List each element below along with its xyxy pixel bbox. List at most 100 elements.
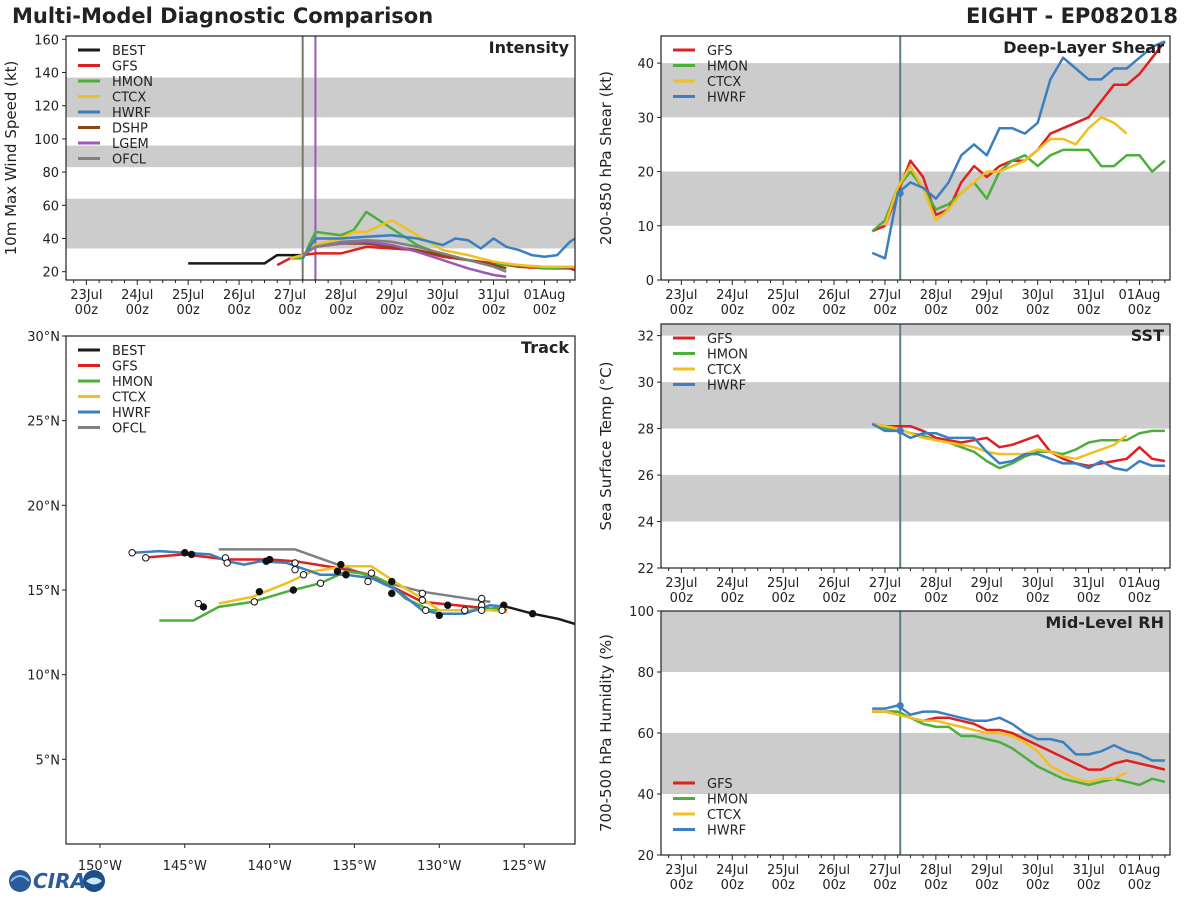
legend-label-ofcl: OFCL — [112, 422, 147, 437]
sst-x-tick-label: 27Jul 00z — [869, 576, 901, 606]
shear-panel-title: Deep-Layer Shear — [1003, 38, 1164, 57]
sst-series-hwrf — [871, 422, 1165, 472]
shear-x-tick-label: 27Jul 00z — [869, 288, 901, 318]
shear-x-tick-label: 23Jul 00z — [665, 288, 697, 318]
shear-y-tick-label: 40 — [637, 57, 654, 72]
shear-plot-area — [661, 36, 1170, 280]
intensity-x-tick-label: 31Jul 00z — [477, 288, 509, 318]
track-lat-label: 20°N — [27, 499, 60, 514]
track-position-marker — [316, 579, 325, 587]
shear-y-axis-label: 200-850 hPa Shear (kt) — [597, 71, 615, 245]
sst-x-tick-label: 28Jul 00z — [920, 576, 952, 606]
intensity-x-tick-label: 29Jul 00z — [376, 288, 408, 318]
sst-tau0-marker — [896, 427, 904, 435]
track-panel-title: Track — [521, 338, 569, 357]
intensity-y-tick-label: 100 — [34, 133, 59, 148]
track-lat-label: 15°N — [27, 584, 60, 599]
intensity-series-ctcx — [289, 218, 575, 268]
rh-x-tick-label: 28Jul 00z — [920, 863, 952, 893]
shear-y-tick-label: 20 — [637, 166, 654, 181]
shear-band — [661, 171, 1170, 226]
intensity-y-tick-label: 20 — [42, 266, 59, 281]
sst-frame — [660, 323, 1171, 569]
intensity-y-tick-label: 160 — [34, 33, 59, 48]
sst-x-tick-label: 23Jul 00z — [665, 576, 697, 606]
track-position-marker — [418, 596, 426, 604]
track-position-marker — [342, 571, 350, 579]
sst-y-tick-label: 28 — [637, 423, 654, 438]
track-position-marker — [299, 571, 308, 579]
track-position-marker — [461, 606, 469, 615]
sst-x-tick-label: 24Jul 00z — [716, 576, 748, 606]
track-position-marker — [265, 555, 274, 564]
shear-x-tick-label: 28Jul 00z — [920, 288, 952, 318]
sst-x-tick-label: 30Jul 00z — [1022, 576, 1054, 606]
track-position-marker — [498, 606, 506, 615]
rh-y-tick-label: 100 — [629, 605, 654, 620]
legend-label-hwrf: HWRF — [112, 406, 151, 421]
shear-tau0-marker — [896, 189, 904, 197]
rh-y-tick-label: 20 — [637, 849, 654, 864]
intensity-series-best — [188, 245, 317, 265]
track-lon-label: 150°W — [78, 859, 122, 874]
track-position-marker — [388, 589, 396, 598]
rh-band — [661, 611, 1170, 672]
track-position-marker — [291, 565, 299, 574]
track-position-marker — [435, 611, 443, 620]
track-position-marker — [194, 599, 203, 608]
track-position-marker — [255, 587, 264, 596]
rh-x-tick-label: 27Jul 00z — [869, 863, 901, 893]
shear-frame — [660, 35, 1171, 281]
rh-series-ctcx — [872, 710, 1128, 784]
rh-series-hwrf — [872, 704, 1165, 762]
shear-series-ctcx — [883, 116, 1128, 227]
shear-series-gfs — [871, 40, 1166, 233]
track-position-marker — [291, 559, 299, 567]
legend-label-ctcx: CTCX — [112, 91, 146, 106]
track-lat-label: 30°N — [27, 330, 60, 345]
track-lon-label: 140°W — [248, 859, 292, 874]
legend-label-gfs: GFS — [707, 332, 733, 347]
intensity-y-tick-label: 40 — [42, 233, 59, 248]
legend-label-hmon: HMON — [707, 60, 748, 75]
intensity-plot-area — [66, 36, 575, 280]
intensity-x-tick-label: 25Jul 00z — [172, 288, 204, 318]
track-position-marker — [337, 560, 345, 569]
sst-series-ctcx — [871, 422, 1128, 461]
track-lat-label: 5°N — [36, 753, 61, 768]
sst-y-tick-label: 22 — [637, 562, 654, 577]
intensity-series-hwrf — [301, 233, 575, 260]
track-position-marker — [333, 567, 342, 576]
intensity-x-tick-label: 26Jul 00z — [223, 288, 255, 318]
intensity-y-tick-label: 120 — [34, 100, 59, 115]
track-position-marker — [142, 554, 150, 562]
track-position-marker — [187, 550, 196, 559]
shear-x-tick-label: 26Jul 00z — [818, 288, 850, 318]
legend-label-dshp: DSHP — [112, 122, 148, 137]
sst-y-axis-label: Sea Surface Temp (°C) — [597, 361, 615, 530]
track-lat-label: 10°N — [27, 669, 60, 684]
track-position-marker — [289, 586, 298, 594]
sst-plot-area — [661, 324, 1170, 568]
shear-y-tick-label: 10 — [637, 220, 654, 235]
track-position-marker — [128, 549, 136, 557]
rh-y-axis-label: 700-500 hPa Humidity (%) — [597, 634, 615, 832]
track-position-marker — [181, 549, 189, 557]
rh-tau0-marker — [896, 702, 904, 710]
rh-series-hmon — [872, 710, 1166, 787]
track-plot-area — [128, 548, 575, 626]
track-position-marker — [528, 610, 537, 618]
intensity-y-tick-label: 80 — [42, 166, 59, 181]
legend-label-gfs: GFS — [707, 44, 733, 59]
sst-x-tick-label: 26Jul 00z — [818, 576, 850, 606]
panel-shear: 0 10 20 30 40 23Jul 00z 24Jul 00z 25Jul 00z 26Jul 00… — [597, 35, 1171, 318]
sst-y-tick-label: 24 — [637, 516, 654, 531]
shear-y-tick-label: 30 — [637, 111, 654, 126]
sst-series-gfs — [871, 422, 1166, 468]
track-position-marker — [418, 589, 426, 598]
legend-label-ctcx: CTCX — [707, 363, 741, 378]
legend-label-hmon: HMON — [707, 793, 748, 808]
